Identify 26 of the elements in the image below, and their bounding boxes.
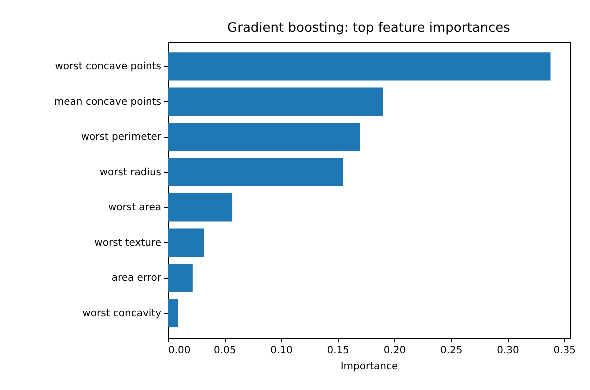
y-tick-label: worst texture — [94, 238, 162, 249]
bar — [168, 123, 361, 152]
y-tick-label: area error — [112, 273, 162, 284]
x-tick-label: 0.15 — [327, 346, 350, 356]
bar — [168, 264, 193, 292]
y-tick-label: mean concave points — [54, 96, 162, 108]
y-tick-label: worst perimeter — [81, 132, 162, 144]
y-tick-label: worst area — [108, 202, 162, 214]
y-tick-label: worst concave points — [55, 62, 162, 73]
x-tick-label: 0.30 — [497, 346, 520, 356]
bar — [168, 88, 384, 116]
bar — [168, 194, 233, 222]
x-tick-label: 0.05 — [214, 346, 236, 356]
x-tick-label: 0.20 — [384, 346, 406, 356]
x-axis-title: Importance — [340, 362, 398, 372]
bar — [168, 52, 551, 81]
bar — [168, 228, 204, 257]
bar — [168, 158, 344, 186]
bar — [168, 299, 178, 328]
x-tick-label: 0.25 — [440, 346, 463, 356]
x-tick-label: 0.00 — [168, 346, 191, 356]
chart-title: Gradient boosting: top feature importances — [228, 21, 511, 36]
y-tick-label: worst radius — [100, 167, 162, 178]
x-tick-label: 0.35 — [554, 346, 576, 356]
x-tick-label: 0.10 — [270, 346, 293, 356]
y-tick-label: worst concavity — [82, 308, 162, 320]
